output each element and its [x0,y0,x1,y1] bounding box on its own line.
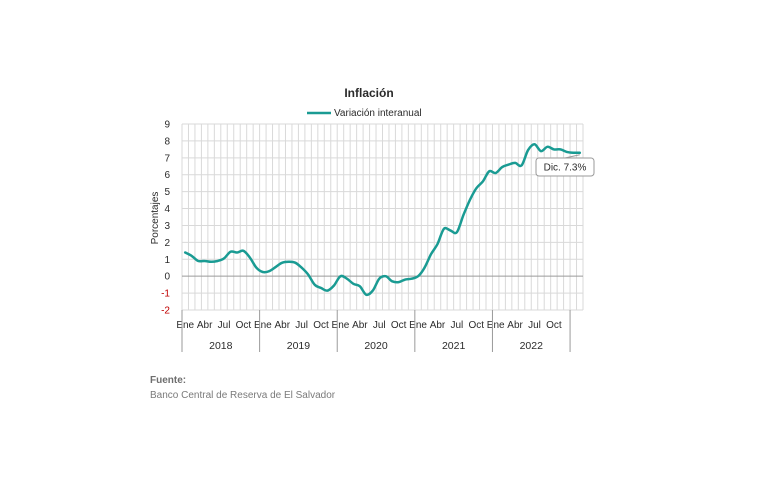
y-tick-label: 0 [164,272,170,283]
x-tick-label: Jul [373,320,386,331]
x-tick-label: Jul [218,320,231,331]
y-tick-label: 7 [164,153,170,164]
annotation-callout: Dic. 7.3% [535,154,595,177]
x-tick-label: Ene [487,320,505,331]
x-tick-label: Ene [332,320,350,331]
x-tick-label: Ene [176,320,194,331]
annotation-text: Dic. 7.3% [544,163,587,174]
x-tick-label: Abr [274,320,290,331]
grid [181,123,584,311]
y-tick-label: -1 [161,289,170,300]
y-tick-label: 3 [164,221,170,232]
x-year-label: 2021 [442,340,466,352]
x-tick-label: Abr [197,320,213,331]
x-tick-label: Jul [450,320,463,331]
y-tick-label: 4 [164,204,170,215]
x-tick-label: Oct [391,320,407,331]
y-tick-label: 5 [164,187,170,198]
x-tick-label: Abr [352,320,368,331]
legend-label: Variación interanual [334,108,422,119]
y-tick-label: -2 [161,306,170,317]
chart-title: Inflación [344,86,393,100]
x-tick-label: Jul [528,320,541,331]
y-tick-labels: 9 8 7 6 5 4 3 2 1 0 -1 -2 [161,120,170,317]
x-tick-label: Jul [295,320,308,331]
x-tick-label: Oct [236,320,252,331]
source-text: Banco Central de Reserva de El Salvador [150,390,336,401]
x-year-label: 2022 [520,340,544,352]
legend: Variación interanual [307,108,422,119]
annotation-box [535,157,595,177]
x-tick-label: Oct [469,320,485,331]
x-tick-label: Abr [507,320,523,331]
series-line-variacion-interanual [183,143,582,297]
annotation-connector [564,154,580,159]
source-title: Fuente: [150,375,187,386]
y-tick-label: 6 [164,170,170,181]
y-axis-label: Porcentajes [150,192,161,245]
y-tick-label: 8 [164,136,170,147]
x-tick-label: Oct [546,320,562,331]
x-tick-label: Ene [254,320,272,331]
x-tick-label: Oct [313,320,329,331]
y-tick-label: 9 [164,120,170,131]
x-year-label: 2019 [287,340,311,352]
x-year-label: 2020 [364,340,388,352]
x-year-label: 2018 [209,340,233,352]
x-tick-label: Ene [409,320,427,331]
y-tick-label: 2 [164,238,170,249]
y-tick-label: 1 [164,255,170,266]
x-tick-label: Abr [430,320,446,331]
